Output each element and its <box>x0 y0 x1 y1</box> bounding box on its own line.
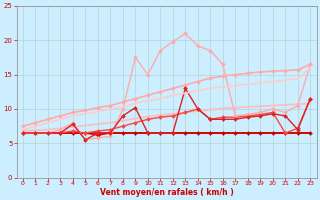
X-axis label: Vent moyen/en rafales ( km/h ): Vent moyen/en rafales ( km/h ) <box>100 188 234 197</box>
